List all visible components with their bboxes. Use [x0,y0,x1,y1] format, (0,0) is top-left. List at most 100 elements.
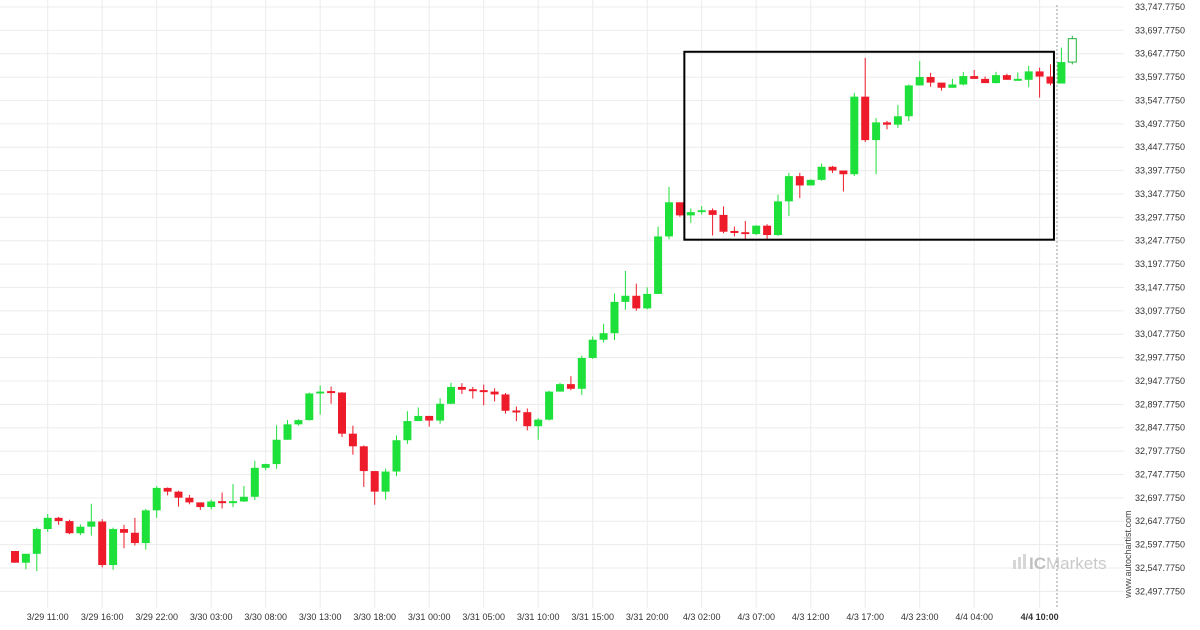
x-tick-label: 3/30 13:00 [299,612,342,622]
candle [109,527,118,570]
candle [752,225,761,236]
candle-body [566,384,575,389]
candle [196,502,205,510]
brand-bar-icon [1018,557,1021,569]
candle-body [207,501,216,508]
candle-body [229,501,237,504]
y-tick-label: 32,697.7750 [1135,493,1185,503]
candle [1057,47,1066,84]
candle-body [425,415,434,421]
candle [708,208,717,236]
candle [599,323,608,343]
candle [839,170,848,192]
y-tick-label: 33,297.7750 [1135,212,1185,222]
candle [817,163,826,181]
candle-body [43,517,52,530]
pattern-highlight-box [683,50,1055,241]
candle [828,165,837,173]
x-tick-label: 3/30 08:00 [244,612,287,622]
candle-body [65,521,74,534]
candle [207,499,216,510]
y-tick-label: 32,997.7750 [1135,353,1185,363]
brand-bar-icon [1023,554,1026,569]
y-tick-label: 33,397.7750 [1135,166,1185,176]
candle [741,220,750,240]
candle [577,355,586,395]
candle-body [784,176,793,202]
candle-body [468,389,477,392]
candle-body [665,202,673,237]
candle [686,208,695,223]
candle [414,407,423,422]
y-axis: 33,747.7750 33,697.7750 33,647.7750 33,597.… [1135,2,1185,596]
candle [457,383,466,394]
watermark-domain: www.autochartist.com [1123,510,1133,599]
candle [403,411,412,444]
candle-body [893,116,902,125]
candle [1035,67,1044,98]
candle [1024,65,1033,88]
candle-body [370,471,379,492]
candle [1046,64,1055,86]
candle-body [654,236,663,294]
candle-body [32,529,41,554]
candle-body [87,521,96,527]
candle [305,392,314,421]
candle [665,186,673,240]
candle-body [861,96,870,141]
candle [992,71,1000,84]
candle-body [904,85,913,117]
candle-body [763,225,772,236]
candle-body [1057,62,1066,84]
candle-body [839,170,848,175]
candle [283,420,292,440]
candle [185,494,194,505]
candle-body [1035,71,1044,77]
candle [272,425,281,469]
x-tick-label: 3/31 15:00 [571,612,614,622]
candle [523,408,532,431]
brand-bar-icon [1013,560,1016,569]
candle-body [479,390,488,393]
candle-body [523,412,532,427]
candle [730,226,739,237]
candle [861,57,870,142]
candle-body [218,501,227,504]
candle [447,382,455,405]
y-tick-label: 33,197.7750 [1135,259,1185,269]
candle-body [588,339,597,358]
x-tick-label: 3/31 20:00 [626,612,669,622]
candle-body [752,225,761,235]
candle-body [599,333,608,340]
candle-body [926,77,935,83]
candle [621,271,630,310]
x-tick-label: 4/3 23:00 [901,612,939,622]
candle-body [457,386,466,390]
candle [468,386,477,399]
candle-body [697,210,706,213]
candle-body [163,487,172,492]
candle-body [610,301,619,334]
candle [959,71,968,86]
candle-body [883,122,891,125]
candle [981,76,990,84]
candle-body [959,76,968,85]
candle [566,376,575,391]
candle [327,386,336,404]
candle [904,84,913,121]
y-tick-label: 33,597.7750 [1135,72,1185,82]
candle-body [730,230,739,233]
watermark: www.autochartist.com ICMarkets [1013,510,1133,599]
candle-body [196,502,205,508]
candle [763,224,772,240]
candle [229,484,237,508]
candle [98,519,107,568]
candle-body [970,76,979,79]
x-tick-label: 3/31 05:00 [462,612,505,622]
candle [774,194,782,236]
x-tick-label: 4/3 07:00 [737,612,775,622]
y-tick-label: 32,897.7750 [1135,399,1185,409]
candle [545,390,554,421]
candle [316,385,325,415]
candle-body [381,471,390,492]
